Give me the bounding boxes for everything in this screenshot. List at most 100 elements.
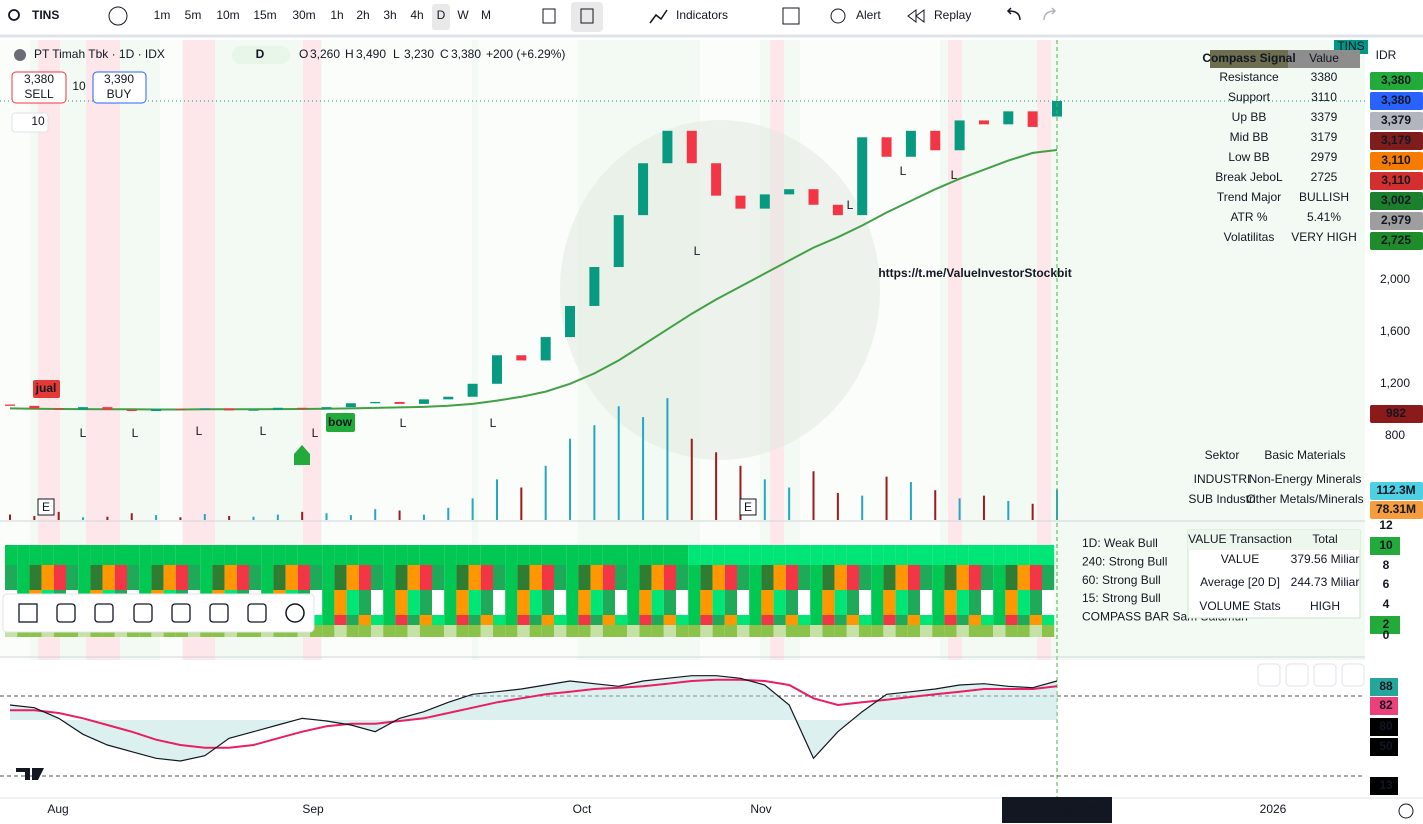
- compass-row: 1D: Weak Bull: [1082, 536, 1158, 550]
- interval-count-box[interactable]: [11, 112, 49, 133]
- pane-button[interactable]: [1257, 663, 1281, 687]
- compass-cell: [310, 615, 323, 625]
- alert-button[interactable]: Alert: [856, 8, 881, 22]
- undo-icon[interactable]: [1006, 7, 1021, 21]
- interval-button[interactable]: D: [437, 8, 446, 22]
- compass-cell: [859, 625, 872, 637]
- drawing-tool[interactable]: [56, 603, 76, 623]
- compass-cell: [53, 565, 66, 590]
- compass-cell: [444, 625, 457, 637]
- candle: [711, 163, 722, 196]
- compass-cell: [688, 565, 701, 590]
- interval-button[interactable]: W: [457, 8, 469, 22]
- price-label-bg: [1370, 172, 1423, 190]
- compass-cell: [749, 565, 762, 590]
- compass-cell: [932, 590, 945, 615]
- pane-button[interactable]: [1341, 663, 1365, 687]
- compass-cell: [127, 565, 140, 590]
- pane-button[interactable]: [1313, 663, 1337, 687]
- compass-cell: [554, 625, 567, 637]
- compass-cell: [773, 615, 786, 625]
- compass-cell: [407, 545, 420, 565]
- compass-cell: [968, 615, 981, 625]
- compass-cell: [517, 545, 530, 565]
- buy-button[interactable]: [92, 71, 147, 104]
- table-header: Value: [1309, 51, 1339, 65]
- compass-cell: [920, 590, 933, 615]
- compass-cell: [590, 625, 603, 637]
- sector-text: Non-Energy Minerals: [1249, 472, 1362, 486]
- sell-button[interactable]: [11, 71, 67, 104]
- interval-button[interactable]: 30m: [292, 8, 315, 22]
- interval-button[interactable]: 4h: [410, 8, 423, 22]
- indicators-button[interactable]: Indicators: [676, 8, 728, 22]
- interval-button[interactable]: M: [481, 8, 491, 22]
- compass-cell: [602, 625, 615, 637]
- drawing-tool[interactable]: [209, 603, 229, 623]
- chart-type-icon[interactable]: [542, 8, 556, 24]
- ohlc-text: +200 (+6.29%): [486, 47, 565, 61]
- drawing-tool[interactable]: [18, 603, 38, 623]
- interval-button[interactable]: 2h: [356, 8, 369, 22]
- signal-label: L: [490, 416, 497, 430]
- pane-button[interactable]: [1285, 663, 1309, 687]
- symbol-badge: TINS: [1337, 39, 1364, 53]
- osc-axis-label: 50: [1379, 739, 1393, 753]
- compass-cell: [505, 545, 518, 565]
- drawing-tool[interactable]: [133, 603, 153, 623]
- compass-cell: [590, 545, 603, 565]
- compass-cell: [993, 565, 1006, 590]
- signal-label: Resistance: [1219, 70, 1279, 84]
- layouts-icon[interactable]: [782, 7, 800, 25]
- table-cell: VOLUME Stats: [1199, 599, 1280, 613]
- volume-bar: [349, 515, 352, 520]
- indicators-icon: [649, 9, 668, 24]
- compass-cell: [468, 615, 481, 625]
- compass-cell: [639, 615, 652, 625]
- redo-icon[interactable]: [1043, 7, 1057, 21]
- compass-cell: [432, 565, 445, 590]
- interval-button[interactable]: 1h: [330, 8, 343, 22]
- compass-cell: [932, 615, 945, 625]
- compass-cell: [883, 545, 896, 565]
- interval-button[interactable]: 15m: [253, 8, 276, 22]
- compass-cell: [724, 625, 737, 637]
- interval-button[interactable]: 5m: [185, 8, 202, 22]
- volume-bar: [885, 476, 888, 520]
- drawing-tool[interactable]: [94, 603, 114, 623]
- volume-bar: [82, 517, 85, 520]
- signal-value: 5.41%: [1307, 210, 1341, 224]
- sell-label: SELL: [24, 87, 54, 101]
- replay-button[interactable]: Replay: [934, 8, 971, 22]
- interval-active: [432, 4, 450, 30]
- signal-value: 3179: [1311, 130, 1338, 144]
- compass-cell: [297, 545, 310, 565]
- compass-cell: [78, 565, 91, 590]
- add-symbol[interactable]: [108, 6, 128, 26]
- volume-bar: [812, 471, 815, 520]
- symbol-search[interactable]: TINS: [32, 8, 59, 22]
- signal-label: L: [132, 426, 139, 440]
- compass-cell: [810, 625, 823, 637]
- compass-cell: [749, 545, 762, 565]
- interval-button[interactable]: 1m: [154, 8, 171, 22]
- compass-cell: [1042, 565, 1055, 590]
- settings-icon[interactable]: [1398, 803, 1414, 819]
- volume-bar: [179, 517, 182, 520]
- drawing-tool[interactable]: [285, 603, 305, 623]
- drawing-tool[interactable]: [247, 603, 267, 623]
- compass-cell: [249, 565, 262, 590]
- compass-cell: [859, 615, 872, 625]
- compass-cell: [456, 545, 469, 565]
- osc-fill: [10, 675, 1057, 761]
- chart-type-icon[interactable]: [580, 8, 594, 24]
- drawing-tool[interactable]: [171, 603, 191, 623]
- compass-cell: [1029, 565, 1042, 590]
- interval-button[interactable]: 10m: [216, 8, 239, 22]
- table-cell: 244.73 Miliar: [1291, 575, 1360, 589]
- interval-button[interactable]: 3h: [383, 8, 396, 22]
- compass-cell: [663, 615, 676, 625]
- compass-cell: [371, 625, 384, 637]
- sell-tag: jual: [35, 381, 57, 395]
- sell-tag-bg: [33, 380, 60, 398]
